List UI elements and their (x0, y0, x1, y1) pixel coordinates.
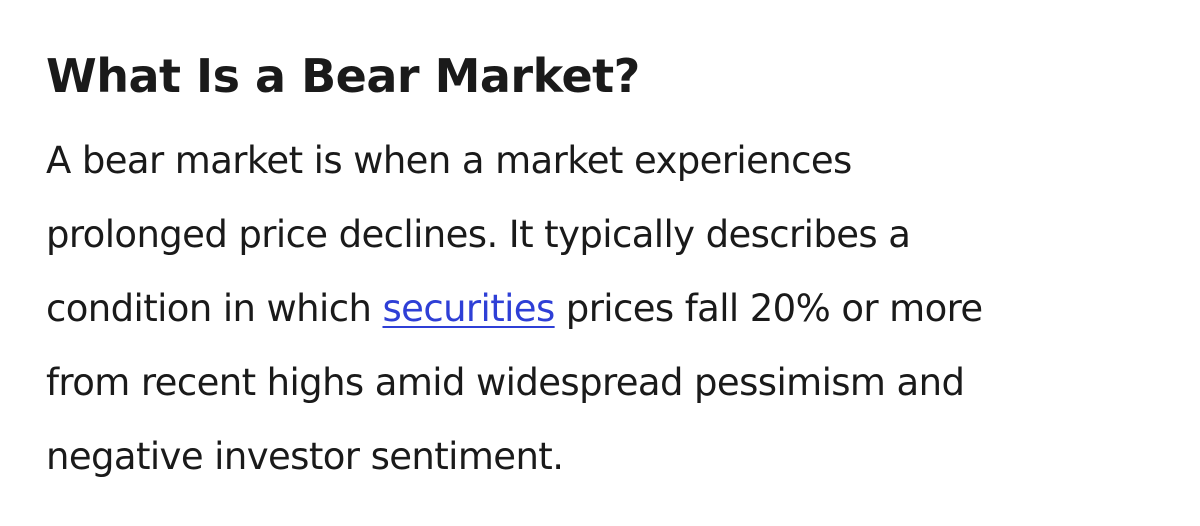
paragraph-line-2: prolonged price declines. It typically d… (46, 213, 911, 256)
paragraph-line-5: negative investor sentiment. (46, 435, 564, 478)
paragraph-line-3: condition in which securities prices fal… (46, 272, 1156, 346)
article-heading: What Is a Bear Market? (46, 49, 640, 103)
paragraph-line-3-end: prices fall 20% or more (554, 287, 983, 330)
paragraph-line-4: from recent highs amid widespread pessim… (46, 361, 965, 404)
paragraph-line-1: A bear market is when a market experienc… (46, 139, 852, 182)
securities-link[interactable]: securities (382, 287, 555, 330)
paragraph-line-3-start: condition in which (46, 287, 383, 330)
article-paragraph: A bear market is when a market experienc… (46, 124, 1156, 494)
